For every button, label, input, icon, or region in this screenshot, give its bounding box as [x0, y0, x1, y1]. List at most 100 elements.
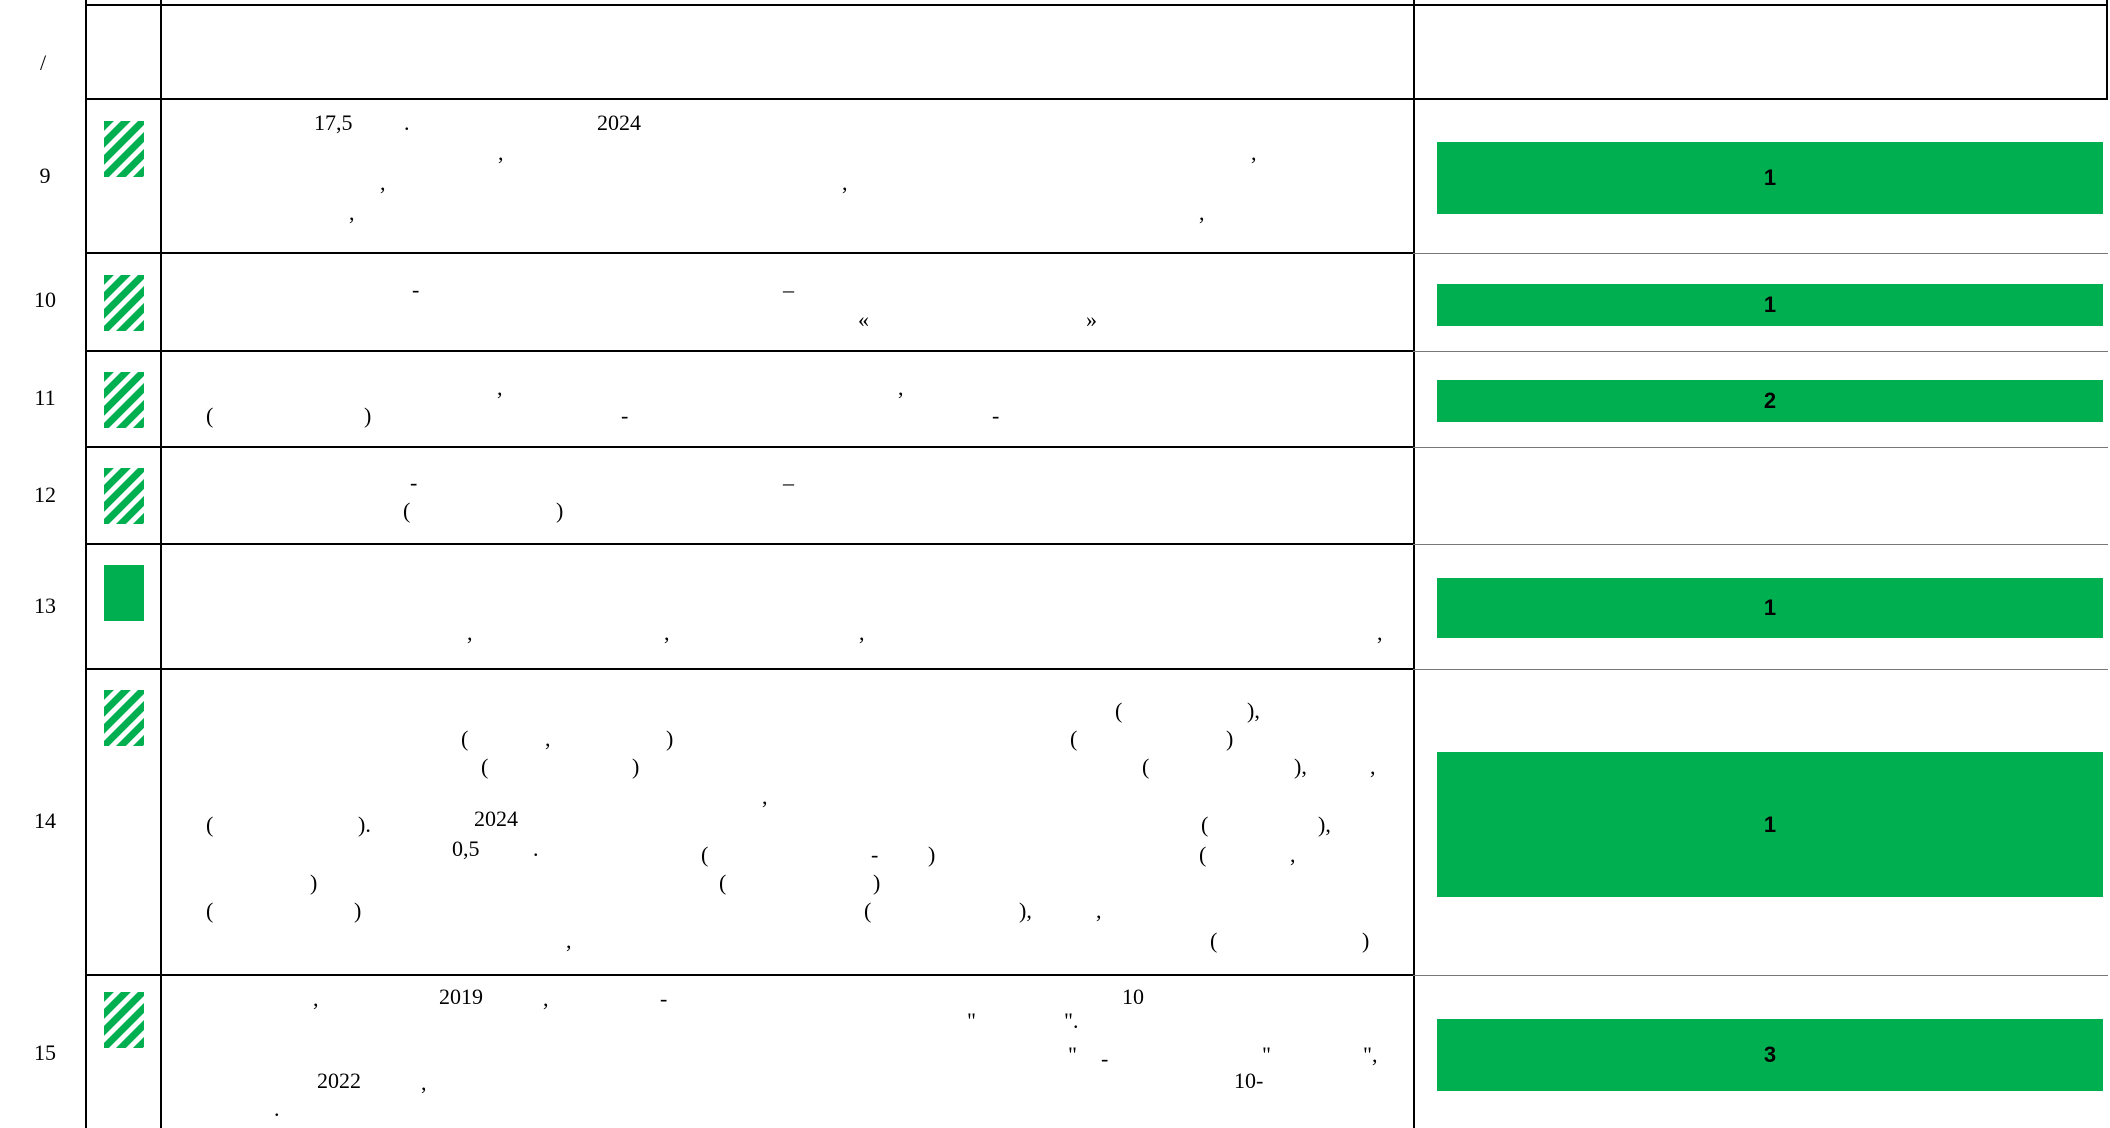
text-fragment: (: [719, 870, 727, 895]
value-bar: 2: [1437, 380, 2103, 422]
text-fragment: 10-: [1234, 1068, 1264, 1093]
text-fragment: -: [621, 403, 629, 428]
row-number: 15: [34, 1040, 56, 1065]
text-fragment: –: [783, 277, 794, 302]
text-fragment: .: [533, 836, 539, 861]
text-fragment: ,: [1377, 620, 1383, 645]
row-separator: [85, 668, 1413, 670]
value-bar: 1: [1437, 284, 2103, 326]
text-fragment: ,: [859, 620, 865, 645]
hatched-icon: [104, 372, 144, 428]
value-bar: 3: [1437, 1019, 2103, 1091]
text-fragment: ,: [545, 726, 551, 751]
text-fragment: ): [1362, 928, 1370, 953]
text-fragment: ,: [566, 928, 572, 953]
text-fragment: ): [310, 870, 318, 895]
row-number: 13: [34, 593, 56, 618]
text-fragment: ): [364, 403, 372, 428]
row-separator-right: [1413, 975, 2108, 976]
text-fragment: ,: [380, 170, 386, 195]
text-fragment: ,: [349, 200, 355, 225]
row-number: 11: [34, 385, 56, 410]
text-fragment: 0,5: [452, 836, 480, 861]
text-fragment: 2022: [317, 1068, 361, 1093]
text-fragment: 2024: [597, 110, 641, 135]
text-fragment: «: [858, 307, 869, 332]
text-fragment: ,: [1199, 200, 1205, 225]
text-fragment: ,: [898, 375, 904, 400]
text-fragment: (: [206, 403, 214, 428]
row-separator: [85, 252, 1413, 254]
text-fragment: ": [1262, 1042, 1271, 1067]
text-fragment: (: [864, 898, 872, 923]
text-fragment: ),: [1019, 898, 1032, 923]
text-fragment: ): [666, 726, 674, 751]
text-fragment: (: [1070, 726, 1078, 751]
text-fragment: ,: [497, 375, 503, 400]
table-border-left-outer: [0, 0, 1, 1128]
text-fragment: (: [701, 842, 709, 867]
text-fragment: (: [1201, 812, 1209, 837]
text-fragment: ".: [1064, 1008, 1079, 1033]
row-number: 14: [34, 808, 56, 833]
text-fragment: ,: [664, 620, 670, 645]
text-fragment: -: [1101, 1046, 1109, 1071]
text-fragment: ): [1226, 726, 1234, 751]
text-fragment: (: [403, 498, 411, 523]
row-separator-right: [1413, 544, 2108, 545]
row-separator-right: [1413, 669, 2108, 670]
text-fragment: (: [461, 726, 469, 751]
text-fragment: ,: [467, 620, 473, 645]
text-fragment: ,: [421, 1070, 427, 1095]
hatched-icon: [104, 275, 144, 331]
hatched-icon: [104, 468, 144, 524]
row-separator: [85, 446, 1413, 448]
text-fragment: »: [1086, 307, 1097, 332]
text-fragment: -: [412, 277, 420, 302]
hatched-icon: [104, 992, 144, 1048]
text-fragment: 2019: [439, 984, 483, 1009]
text-fragment: ): [928, 842, 936, 867]
text-fragment: ,: [498, 140, 504, 165]
text-fragment: (: [1115, 698, 1123, 723]
table-border-left: [85, 0, 87, 1128]
text-fragment: ,: [1251, 140, 1257, 165]
text-fragment: –: [783, 470, 794, 495]
text-fragment: (: [206, 812, 214, 837]
text-fragment: 17,5: [314, 110, 353, 135]
text-fragment: 2024: [474, 806, 518, 831]
row-number: 12: [34, 482, 56, 507]
text-fragment: .: [404, 110, 410, 135]
hatched-icon: [104, 690, 144, 746]
text-fragment: ),: [1247, 698, 1260, 723]
row-separator: [85, 350, 1413, 352]
row-separator-right: [1413, 253, 2108, 254]
row-separator: [85, 974, 1413, 976]
header-bottom-border-right: [1413, 98, 2108, 100]
row-number: 10: [34, 287, 56, 312]
value-bar: 1: [1437, 142, 2103, 214]
row-number: 9: [39, 163, 51, 188]
text-fragment: ,: [543, 986, 549, 1011]
text-fragment: ): [556, 498, 564, 523]
header-bottom-border: [85, 98, 1430, 100]
header-slash: /: [40, 50, 47, 75]
text-fragment: ,: [1290, 842, 1296, 867]
solid-icon: [104, 565, 144, 621]
text-fragment: ": [967, 1008, 976, 1033]
header-top-border: [85, 4, 2108, 6]
value-bar: 1: [1437, 578, 2103, 638]
text-fragment: (: [1199, 842, 1207, 867]
text-fragment: ": [1068, 1042, 1077, 1067]
text-fragment: (: [206, 898, 214, 923]
value-bar: 1: [1437, 752, 2103, 897]
text-fragment: ).: [358, 812, 371, 837]
text-fragment: ),: [1318, 812, 1331, 837]
table-border-right: [2106, 0, 2108, 100]
row-separator-right: [1413, 351, 2108, 352]
hatched-icon: [104, 121, 144, 177]
text-fragment: 10: [1122, 984, 1144, 1009]
text-fragment: -: [871, 842, 879, 867]
text-fragment: (: [1142, 754, 1150, 779]
